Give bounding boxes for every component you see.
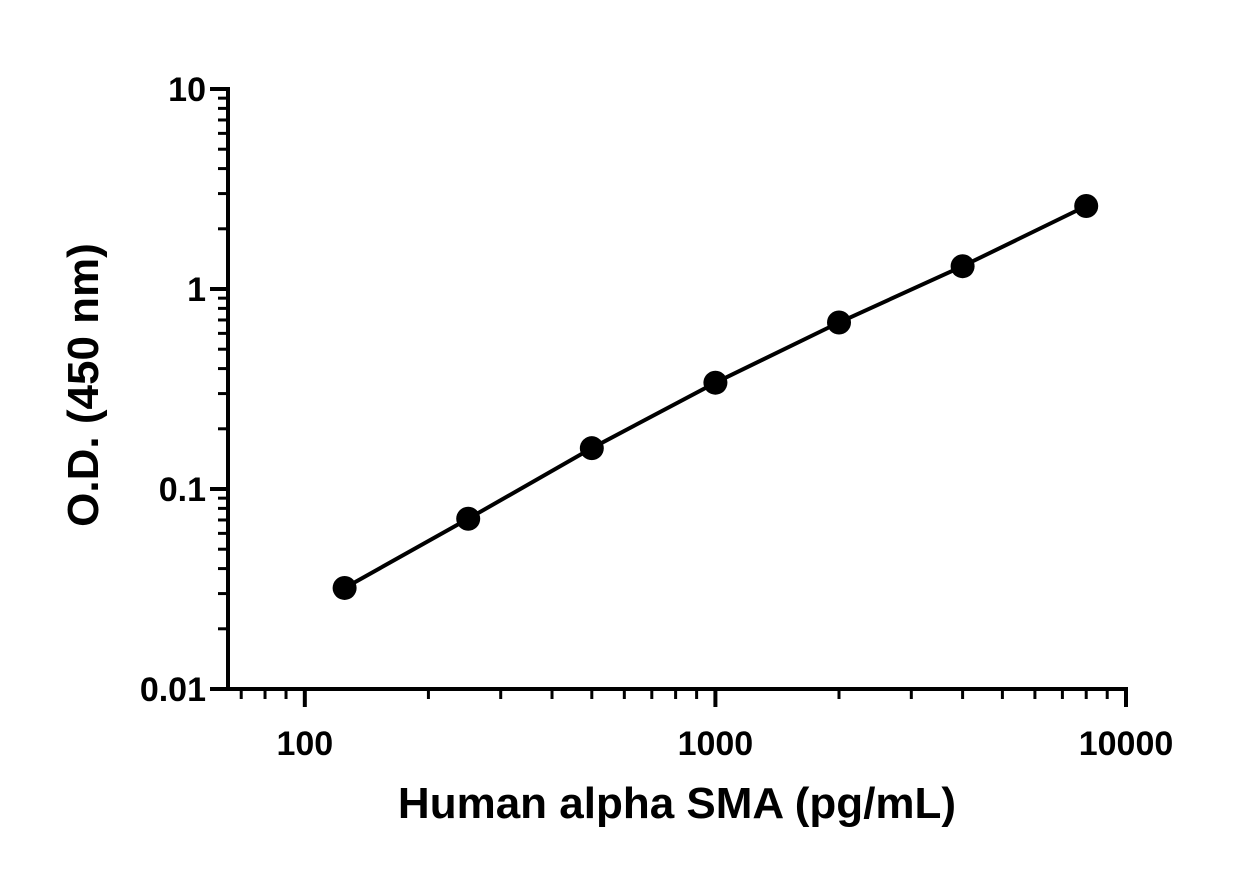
x-tick-label: 1000 [678, 725, 754, 763]
data-point [950, 254, 975, 279]
y-tick-label: 1 [187, 271, 206, 309]
data-point [579, 436, 604, 461]
x-axis-title: Human alpha SMA (pg/mL) [398, 779, 956, 828]
y-tick-label: 0.1 [159, 471, 206, 509]
series-line [343, 204, 1088, 590]
data-point [827, 310, 852, 335]
data-point [332, 575, 357, 600]
data-point [703, 370, 728, 395]
y-tick-label: 0.01 [140, 671, 206, 709]
data-point [456, 506, 481, 531]
y-tick-label: 10 [168, 71, 206, 109]
data-point [1074, 194, 1099, 219]
y-axis-title: O.D. (450 nm) [59, 243, 108, 527]
x-tick-label: 100 [276, 725, 333, 763]
x-tick-label: 10000 [1079, 725, 1174, 763]
